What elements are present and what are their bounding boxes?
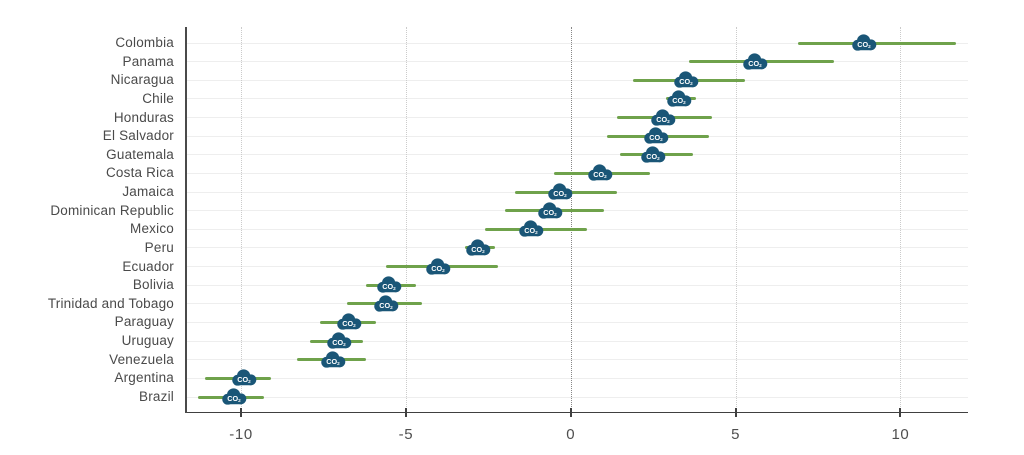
tick-gridline bbox=[735, 27, 737, 413]
country-label: Peru bbox=[144, 239, 174, 255]
co2-cloud-marker: CO2 bbox=[220, 387, 249, 406]
co2-cloud-marker: CO2 bbox=[850, 33, 879, 52]
row-gridline bbox=[185, 377, 968, 379]
co2-cloud-marker: CO2 bbox=[464, 238, 493, 257]
country-label: Colombia bbox=[115, 35, 174, 50]
country-label: Paraguay bbox=[114, 314, 174, 330]
co2-cloud-marker: CO2 bbox=[665, 89, 694, 108]
row-gridline bbox=[185, 396, 968, 398]
svg-text:CO2: CO2 bbox=[382, 282, 396, 291]
tick-gridline bbox=[241, 27, 243, 413]
co2-cloud-marker: CO2 bbox=[335, 312, 364, 331]
tick-gridline bbox=[900, 27, 902, 413]
svg-text:CO2: CO2 bbox=[227, 394, 241, 403]
svg-text:CO2: CO2 bbox=[672, 96, 686, 105]
svg-text:CO2: CO2 bbox=[656, 114, 670, 123]
country-label: Costa Rica bbox=[105, 165, 174, 181]
row-gridline bbox=[185, 79, 968, 81]
x-tick-label: 0 bbox=[566, 426, 576, 443]
country-label: Trinidad and Tobago bbox=[47, 295, 174, 311]
country-label: Panama bbox=[122, 53, 174, 69]
co2-cloud-marker: CO2 bbox=[372, 294, 401, 313]
plot-area: CO2 CO2 CO2 CO2 CO2 CO2 CO2 CO2 CO2 CO2 CO2 CO2 CO2 C… bbox=[185, 27, 968, 417]
co2-cloud-marker: CO2 bbox=[642, 126, 671, 145]
svg-text:CO2: CO2 bbox=[646, 152, 660, 161]
x-axis-tick bbox=[569, 408, 572, 417]
x-tick-label: 5 bbox=[731, 426, 741, 443]
svg-text:CO2: CO2 bbox=[237, 375, 251, 384]
row-gridline bbox=[185, 321, 968, 323]
country-labels: Colombia Panama Nicaragua Chile Honduras El S… bbox=[0, 27, 174, 413]
row-gridline bbox=[185, 340, 968, 342]
zero-gridline bbox=[570, 27, 572, 413]
country-label: Argentina bbox=[114, 370, 174, 386]
row-gridline bbox=[185, 98, 968, 100]
country-label: Uruguay bbox=[121, 333, 174, 349]
row-gridline bbox=[185, 284, 968, 286]
x-tick-label: 10 bbox=[891, 426, 910, 443]
country-label: Nicaragua bbox=[110, 72, 174, 88]
svg-text:CO2: CO2 bbox=[379, 301, 393, 310]
co2-cloud-marker: CO2 bbox=[424, 257, 453, 276]
country-label: Mexico bbox=[130, 221, 174, 237]
y-axis-line bbox=[185, 27, 187, 413]
svg-text:CO2: CO2 bbox=[524, 226, 538, 235]
svg-text:CO2: CO2 bbox=[554, 189, 568, 198]
row-gridline bbox=[185, 359, 968, 361]
svg-text:CO2: CO2 bbox=[857, 40, 871, 49]
svg-text:CO2: CO2 bbox=[593, 170, 607, 179]
co2-cloud-marker: CO2 bbox=[649, 108, 678, 127]
x-tick-label: -10 bbox=[229, 426, 253, 443]
co2-cloud-marker: CO2 bbox=[672, 70, 701, 89]
x-axis-tick bbox=[404, 408, 407, 417]
row-gridline bbox=[185, 117, 968, 119]
row-gridline bbox=[185, 154, 968, 156]
co2-cloud-marker: CO2 bbox=[536, 201, 565, 220]
country-label: Honduras bbox=[113, 109, 174, 125]
svg-text:CO2: CO2 bbox=[544, 208, 558, 217]
co2-cloud-marker: CO2 bbox=[325, 331, 354, 350]
row-gridline bbox=[185, 42, 968, 44]
country-label: El Salvador bbox=[102, 128, 174, 144]
co2-cloud-marker: CO2 bbox=[741, 52, 770, 71]
svg-text:CO2: CO2 bbox=[326, 357, 340, 366]
svg-text:CO2: CO2 bbox=[432, 263, 446, 272]
country-label: Dominican Republic bbox=[50, 202, 174, 218]
country-label: Venezuela bbox=[109, 351, 174, 367]
co2-cloud-marker: CO2 bbox=[230, 368, 259, 387]
co2-cloud-marker: CO2 bbox=[586, 163, 615, 182]
svg-text:CO2: CO2 bbox=[748, 58, 762, 67]
x-axis-tick bbox=[734, 408, 737, 417]
country-label: Guatemala bbox=[106, 146, 174, 162]
row-gridline bbox=[185, 266, 968, 268]
country-label: Brazil bbox=[139, 389, 174, 404]
co2-cloud-marker: CO2 bbox=[517, 219, 546, 238]
svg-text:CO2: CO2 bbox=[343, 319, 357, 328]
svg-text:CO2: CO2 bbox=[679, 77, 693, 86]
co2-cloud-marker: CO2 bbox=[319, 350, 348, 369]
country-label: Ecuador bbox=[122, 258, 174, 274]
row-gridline bbox=[185, 247, 968, 249]
row-gridline bbox=[185, 135, 968, 137]
svg-text:CO2: CO2 bbox=[649, 133, 663, 142]
x-tick-label: -5 bbox=[398, 426, 414, 443]
tick-gridline bbox=[405, 27, 407, 413]
co2-cloud-marker: CO2 bbox=[639, 145, 668, 164]
x-axis-tick bbox=[240, 408, 243, 417]
co2-cloud-marker: CO2 bbox=[375, 275, 404, 294]
co2-cloud-marker: CO2 bbox=[546, 182, 575, 201]
row-gridline bbox=[185, 61, 968, 63]
interval-line bbox=[798, 41, 957, 45]
country-label: Chile bbox=[142, 90, 174, 106]
svg-text:CO2: CO2 bbox=[471, 245, 485, 254]
x-axis-tick bbox=[899, 408, 902, 417]
svg-text:CO2: CO2 bbox=[333, 338, 347, 347]
x-axis-line bbox=[185, 411, 968, 413]
row-gridline bbox=[185, 303, 968, 305]
country-label: Jamaica bbox=[122, 184, 174, 200]
country-label: Bolivia bbox=[132, 277, 174, 293]
